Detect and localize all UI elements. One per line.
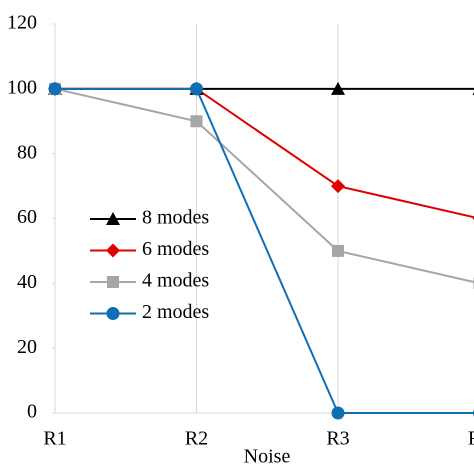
series-line [54,87,474,284]
legend-marker [106,212,120,225]
y-tick-label: 20 [17,336,37,358]
y-tick-label: 100 [7,76,37,98]
x-tick-label: R2 [185,428,208,450]
x-tick-label: R1 [43,428,66,450]
legend-marker [106,307,120,320]
legend-label: 4 modes [142,270,209,292]
series-line [55,87,474,414]
point [190,82,203,96]
point [331,81,345,95]
legend-marker [106,243,120,258]
x-tick-label: R4 [468,428,474,450]
legend-label: 2 modes [142,301,209,323]
y-tick-label: 40 [17,271,37,293]
point [331,179,345,194]
point [190,115,203,128]
legend-marker [107,276,119,288]
y-tick-label: 80 [17,141,37,163]
series-line [55,87,474,219]
point [332,244,344,257]
legend-label: 8 modes [142,207,209,229]
x-tick-label: R3 [326,428,349,450]
point [331,406,345,420]
x-axis-title: Noise [244,446,291,468]
legend-label: 6 modes [142,238,209,260]
y-tick-label: 0 [27,401,37,423]
y-tick-label: 120 [7,12,37,34]
y-tick-label: 60 [17,206,37,228]
point [48,82,62,96]
